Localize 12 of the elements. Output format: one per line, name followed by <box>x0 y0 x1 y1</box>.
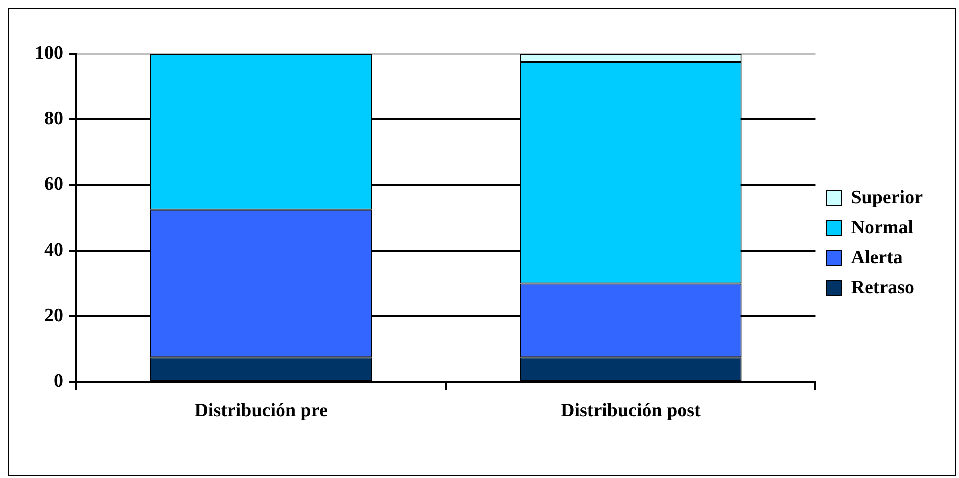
y-tick-label: 80 <box>44 108 64 130</box>
legend-label: Retraso <box>851 277 915 298</box>
legend-label: Alerta <box>851 247 904 268</box>
y-tick-label: 40 <box>44 240 64 261</box>
y-tick-label: 0 <box>54 371 64 392</box>
y-tick-label: 60 <box>44 174 64 196</box>
x-tick-label: Distribución post <box>560 400 702 422</box>
y-tick-label: 100 <box>35 42 64 64</box>
y-tick-label: 20 <box>44 305 64 326</box>
legend-label: Superior <box>851 187 924 208</box>
legend-label: Normal <box>851 217 914 238</box>
x-tick-label: Distribución pre <box>194 400 328 422</box>
